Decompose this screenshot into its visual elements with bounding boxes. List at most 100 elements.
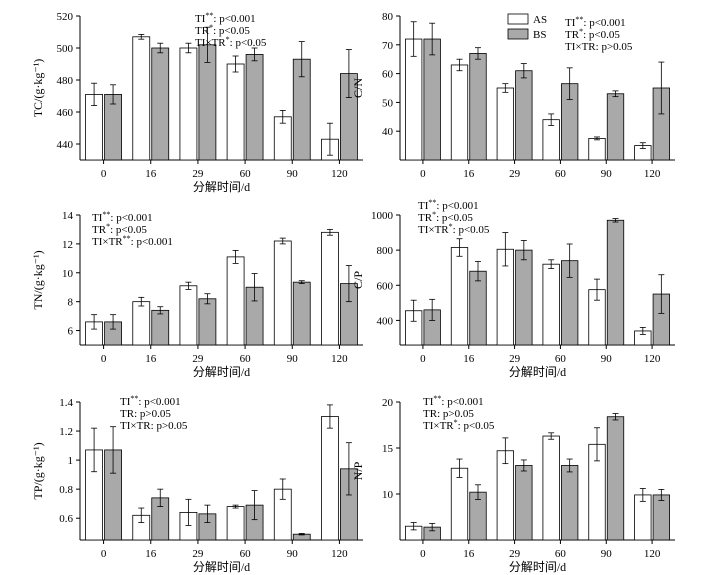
- stat-factor: TI×TR: [195, 37, 226, 49]
- bar-bs-29: [515, 249, 533, 346]
- stat-line: TI×TR*: p<0.05: [423, 418, 495, 432]
- bar-as-16: [450, 467, 469, 541]
- y-tick-label: 6: [68, 326, 74, 338]
- y-axis-label: TN/(g·kg⁻¹): [31, 250, 45, 309]
- stat-pvalue: : p>0.05: [596, 41, 633, 53]
- x-axis-label: 分解时间/d: [193, 365, 250, 379]
- x-tick-label: 16: [145, 548, 157, 560]
- x-tick-label: 120: [331, 548, 348, 560]
- bar-bs-29: [515, 465, 533, 541]
- stat-line: TR*: p<0.05: [565, 27, 620, 41]
- y-tick-label: 8: [68, 297, 74, 309]
- stat-factor: TI: [120, 396, 131, 408]
- bar-as-120: [321, 231, 339, 346]
- chart-tc: 440 460 480 500 520 0 16 29 60 90 120 分解时间/d TC/(g·k…: [31, 11, 363, 194]
- y-axis-label: C/N: [351, 78, 365, 98]
- y-tick-label: 14: [62, 210, 74, 222]
- y-axis-label: N/P: [351, 461, 365, 480]
- stat-pvalue: : p<0.05: [213, 25, 250, 37]
- stat-line: TI×TR*: p<0.05: [418, 222, 490, 236]
- legend-swatch-as: [507, 13, 529, 25]
- y-axis-label: TP/(g·kg⁻¹): [31, 442, 45, 499]
- stat-pvalue: : p<0.05: [230, 37, 267, 49]
- bar-as-90: [588, 137, 606, 161]
- stat-line: TI**: p<0.001: [423, 394, 484, 408]
- stat-significance: *: [226, 35, 230, 44]
- stat-factor: TI: [423, 396, 434, 408]
- bar-bs-16: [151, 309, 170, 346]
- y-tick-label: 80: [382, 11, 394, 23]
- bar-bs-90: [606, 416, 625, 541]
- y-tick-label: 70: [382, 40, 394, 52]
- x-tick-label: 16: [463, 353, 475, 365]
- stat-factor: TI×TR: [92, 236, 123, 248]
- bar-bs-90: [606, 93, 625, 161]
- y-tick-label: 440: [57, 139, 74, 151]
- stat-pvalue: : p>0.05: [151, 420, 188, 432]
- bar-as-16: [450, 64, 469, 161]
- stat-pvalue: : p<0.05: [458, 420, 495, 432]
- stat-significance: *: [106, 222, 110, 231]
- bar-bs-90: [292, 281, 311, 346]
- x-tick-label: 90: [287, 548, 299, 560]
- y-tick-label: 1: [68, 455, 74, 467]
- bar-as-29: [179, 47, 198, 161]
- bar-bs-90: [606, 219, 625, 346]
- x-tick-label: 0: [101, 168, 107, 180]
- stat-pvalue: : p<0.001: [110, 212, 152, 224]
- stat-significance: **: [123, 234, 131, 243]
- bar-bs-29: [198, 298, 217, 346]
- x-tick-label: 16: [145, 168, 157, 180]
- stat-factor: TR: [92, 224, 107, 236]
- y-tick-label: 20: [382, 397, 394, 409]
- x-tick-label: 120: [644, 353, 661, 365]
- y-tick-label: 60: [382, 69, 394, 81]
- chart-tp: 0.6 0.8 1 1.2 1.4 0 16 29 60 90 120 分解时间/d TP/(g·kg⁻…: [31, 394, 363, 574]
- stat-significance: *: [579, 27, 583, 36]
- stat-pvalue: : p<0.001: [131, 236, 173, 248]
- x-tick-label: 0: [101, 353, 107, 365]
- x-tick-label: 16: [463, 548, 475, 560]
- x-tick-label: 29: [509, 353, 521, 365]
- stat-factor: TR: [423, 408, 438, 420]
- x-tick-label: 120: [644, 168, 661, 180]
- stat-significance: *: [209, 23, 213, 32]
- x-tick-label: 120: [331, 353, 348, 365]
- bar-as-60: [226, 506, 245, 541]
- stat-significance: *: [449, 222, 453, 231]
- y-tick-label: 15: [382, 443, 394, 455]
- stat-line: TI×TR: p>0.05: [120, 420, 188, 432]
- y-tick-label: 520: [57, 11, 74, 23]
- y-axis-label: TC/(g·kg⁻¹): [31, 59, 45, 118]
- legend-label-as: AS: [533, 14, 547, 26]
- stat-factor: TI: [418, 200, 429, 212]
- x-tick-label: 29: [192, 353, 204, 365]
- stat-line: TI**: p<0.001: [195, 11, 256, 25]
- stat-significance: *: [432, 210, 436, 219]
- stat-factor: TR: [120, 408, 135, 420]
- bar-as-16: [450, 247, 469, 346]
- stat-factor: TI×TR: [120, 420, 151, 432]
- stat-line: TI×TR: p>0.05: [565, 41, 633, 53]
- bar-bs-16: [469, 270, 487, 346]
- stat-significance: *: [454, 418, 458, 427]
- stat-pvalue: : p<0.05: [110, 224, 147, 236]
- stat-line: TR: p>0.05: [120, 408, 171, 420]
- bar-bs-60: [561, 465, 579, 541]
- x-tick-label: 16: [463, 168, 475, 180]
- stat-pvalue: : p>0.05: [437, 408, 474, 420]
- x-tick-label: 29: [192, 548, 204, 560]
- x-tick-label: 60: [240, 353, 252, 365]
- bar-as-120: [321, 416, 339, 541]
- stat-pvalue: : p<0.001: [138, 396, 180, 408]
- stat-significance: **: [130, 394, 138, 403]
- stat-pvalue: : p<0.001: [213, 13, 255, 25]
- stat-significance: **: [433, 394, 441, 403]
- y-tick-label: 600: [377, 280, 394, 292]
- stat-factor: TI: [92, 212, 103, 224]
- bar-as-29: [179, 285, 198, 346]
- bar-as-16: [132, 36, 151, 161]
- chart-np: 10 15 20 0 16 29 60 90 120 分解时间/d N/P TI**: p<0.001…: [351, 394, 675, 574]
